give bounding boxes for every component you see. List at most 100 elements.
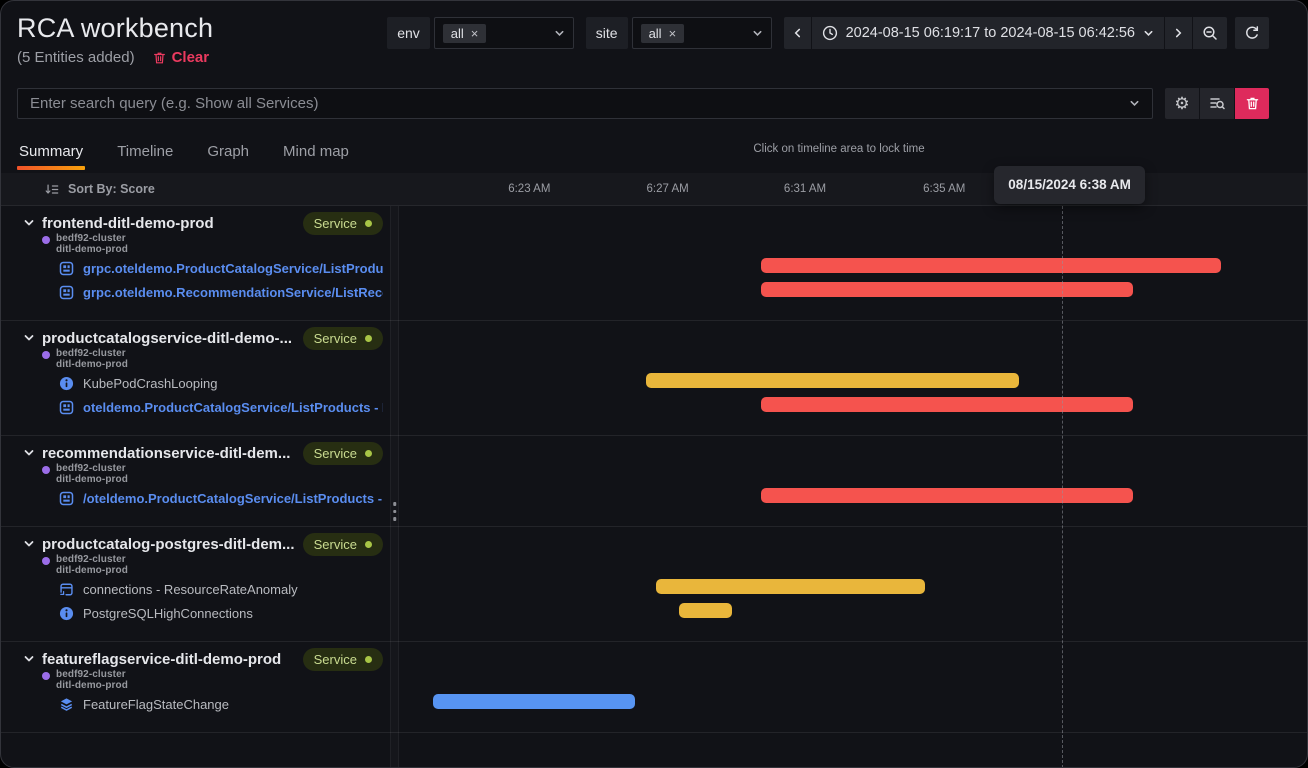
search-actions: ⚙ bbox=[1165, 87, 1269, 119]
entity-group-lanes[interactable] bbox=[391, 321, 1307, 435]
timeline-lane[interactable] bbox=[391, 369, 1307, 393]
entity-group-lanes[interactable] bbox=[391, 527, 1307, 641]
timeline-bar-yellow[interactable] bbox=[655, 579, 926, 594]
badge-dot bbox=[365, 449, 372, 457]
cluster-name: bedf92-cluster bbox=[56, 554, 126, 565]
entity-item[interactable]: grpc.oteldemo.RecommendationService/List… bbox=[59, 280, 383, 304]
timeline-lane[interactable] bbox=[391, 393, 1307, 417]
entity-group-header[interactable]: recommendationservice-ditl-dem... Service bbox=[23, 441, 383, 465]
timeline-bar-yellow[interactable] bbox=[678, 603, 732, 618]
timeline-lane[interactable] bbox=[391, 599, 1307, 623]
entity-cluster-info: bedf92-cluster ditl-demo-prod bbox=[42, 348, 383, 371]
entity-item[interactable]: PostgreSQLHighConnections bbox=[59, 601, 383, 625]
entity-item[interactable]: connections - ResourceRateAnomaly bbox=[59, 577, 383, 601]
chevron-down-icon[interactable] bbox=[23, 217, 35, 229]
entity-group-header[interactable]: productcatalogservice-ditl-demo-... Servi… bbox=[23, 326, 383, 350]
axis-tick: 6:23 AM bbox=[508, 183, 551, 195]
chip-close-icon[interactable]: × bbox=[470, 25, 479, 41]
drag-handle-icon[interactable] bbox=[392, 502, 397, 521]
header-subrow: (5 Entities added) Clear bbox=[17, 49, 387, 66]
entity-item-label: KubePodCrashLooping bbox=[83, 375, 218, 391]
entity-item-label: connections - ResourceRateAnomaly bbox=[83, 581, 298, 597]
entity-name: recommendationservice-ditl-dem... bbox=[42, 444, 291, 462]
page-title: RCA workbench bbox=[17, 13, 214, 43]
settings-button[interactable]: ⚙ bbox=[1165, 87, 1199, 119]
entity-group-left: recommendationservice-ditl-dem... Service… bbox=[1, 436, 391, 526]
entity-item-label: PostgreSQLHighConnections bbox=[83, 605, 253, 621]
delete-query-button[interactable] bbox=[1235, 87, 1269, 119]
badge-label: Service bbox=[313, 536, 357, 552]
chevron-down-icon[interactable] bbox=[23, 538, 35, 550]
entity-item[interactable]: oteldemo.ProductCatalogService/ListProdu… bbox=[59, 395, 383, 419]
entity-item[interactable]: grpc.oteldemo.ProductCatalogService/List… bbox=[59, 256, 383, 280]
timeline-lock-hint: Click on timeline area to lock time bbox=[753, 143, 925, 155]
sort-by-control[interactable]: Sort By: Score bbox=[1, 173, 391, 205]
tab-summary[interactable]: Summary bbox=[17, 129, 86, 173]
cluster-dot-icon bbox=[42, 351, 50, 359]
chevron-down-icon[interactable] bbox=[23, 332, 35, 344]
badge-dot bbox=[365, 655, 372, 663]
trace-icon bbox=[59, 261, 74, 276]
timeline-lane[interactable] bbox=[391, 278, 1307, 302]
entity-group-header[interactable]: featureflagservice-ditl-demo-prod Service bbox=[23, 647, 383, 671]
refresh-button[interactable] bbox=[1235, 17, 1269, 49]
timeline-bar-red[interactable] bbox=[761, 488, 1133, 503]
trash-icon bbox=[153, 51, 166, 65]
timeline-lane[interactable] bbox=[391, 254, 1307, 278]
timeline-lane[interactable] bbox=[391, 484, 1307, 508]
tab-mind-map[interactable]: Mind map bbox=[283, 142, 349, 160]
chevron-down-icon bbox=[752, 28, 763, 39]
entity-group-header[interactable]: productcatalog-postgres-ditl-dem... Servi… bbox=[23, 532, 383, 556]
tab-timeline[interactable]: Timeline bbox=[117, 142, 174, 160]
site-filter-select[interactable]: all × bbox=[631, 17, 772, 49]
env-filter-select[interactable]: all × bbox=[433, 17, 574, 49]
panel-resize-divider[interactable] bbox=[390, 206, 399, 767]
cluster-name: bedf92-cluster bbox=[56, 233, 126, 244]
entity-group-lanes[interactable] bbox=[391, 642, 1307, 732]
sort-by-label: Sort By: Score bbox=[68, 182, 155, 196]
badge-label: Service bbox=[313, 651, 357, 667]
time-axis[interactable]: 6:23 AM 6:27 AM 6:31 AM 6:35 AM bbox=[391, 173, 1307, 205]
timeline-lane[interactable] bbox=[391, 690, 1307, 714]
sort-icon bbox=[45, 183, 59, 196]
timeline-bar-red[interactable] bbox=[761, 397, 1133, 412]
badge-dot bbox=[365, 334, 372, 342]
zoom-out-time-button[interactable] bbox=[1193, 17, 1227, 49]
entity-group-left: featureflagservice-ditl-demo-prod Service… bbox=[1, 642, 391, 732]
entity-item[interactable]: KubePodCrashLooping bbox=[59, 371, 383, 395]
query-inspect-button[interactable] bbox=[1200, 87, 1234, 119]
time-range-button[interactable]: 2024-08-15 06:19:17 to 2024-08-15 06:42:… bbox=[811, 17, 1164, 49]
entity-item[interactable]: /oteldemo.ProductCatalogService/ListProd… bbox=[59, 486, 383, 510]
timeline-bar-blue[interactable] bbox=[433, 694, 635, 709]
namespace-name: ditl-demo-prod bbox=[56, 564, 128, 576]
service-badge: Service bbox=[302, 441, 383, 465]
clear-entities-button[interactable]: Clear bbox=[153, 49, 209, 66]
search-input[interactable]: Enter search query (e.g. Show all Servic… bbox=[17, 87, 1153, 119]
cluster-name: bedf92-cluster bbox=[56, 463, 126, 474]
timeline-axis-row: Sort By: Score 6:23 AM 6:27 AM 6:31 AM 6:35… bbox=[1, 173, 1307, 206]
tabs-row: Summary Timeline Graph Mind map Click on ti… bbox=[1, 129, 1307, 173]
entity-item[interactable]: FeatureFlagStateChange bbox=[59, 692, 383, 716]
chevron-down-icon[interactable] bbox=[23, 653, 35, 665]
layers-icon bbox=[59, 697, 74, 712]
entity-item-label: FeatureFlagStateChange bbox=[83, 696, 229, 712]
tab-graph[interactable]: Graph bbox=[207, 142, 250, 160]
badge-label: Service bbox=[313, 330, 357, 346]
entity-group-lanes[interactable] bbox=[391, 206, 1307, 320]
entity-group-header[interactable]: frontend-ditl-demo-prod Service bbox=[23, 211, 383, 235]
trash-icon bbox=[1246, 96, 1259, 111]
clock-icon bbox=[822, 25, 838, 41]
cluster-name: bedf92-cluster bbox=[56, 348, 126, 359]
timeline-lane[interactable] bbox=[391, 575, 1307, 599]
chevron-down-icon[interactable] bbox=[23, 447, 35, 459]
time-shift-back-button[interactable] bbox=[783, 17, 811, 49]
chip-close-icon[interactable]: × bbox=[668, 25, 677, 41]
entity-group-lanes[interactable] bbox=[391, 436, 1307, 526]
entities-count: (5 Entities added) bbox=[17, 49, 135, 66]
timeline-bar-red[interactable] bbox=[761, 258, 1221, 273]
site-filter-label: site bbox=[585, 17, 628, 49]
time-shift-forward-button[interactable] bbox=[1165, 17, 1192, 49]
timeline-bar-yellow[interactable] bbox=[645, 373, 1020, 388]
trace-icon bbox=[59, 400, 74, 415]
timeline-bar-red[interactable] bbox=[761, 282, 1133, 297]
